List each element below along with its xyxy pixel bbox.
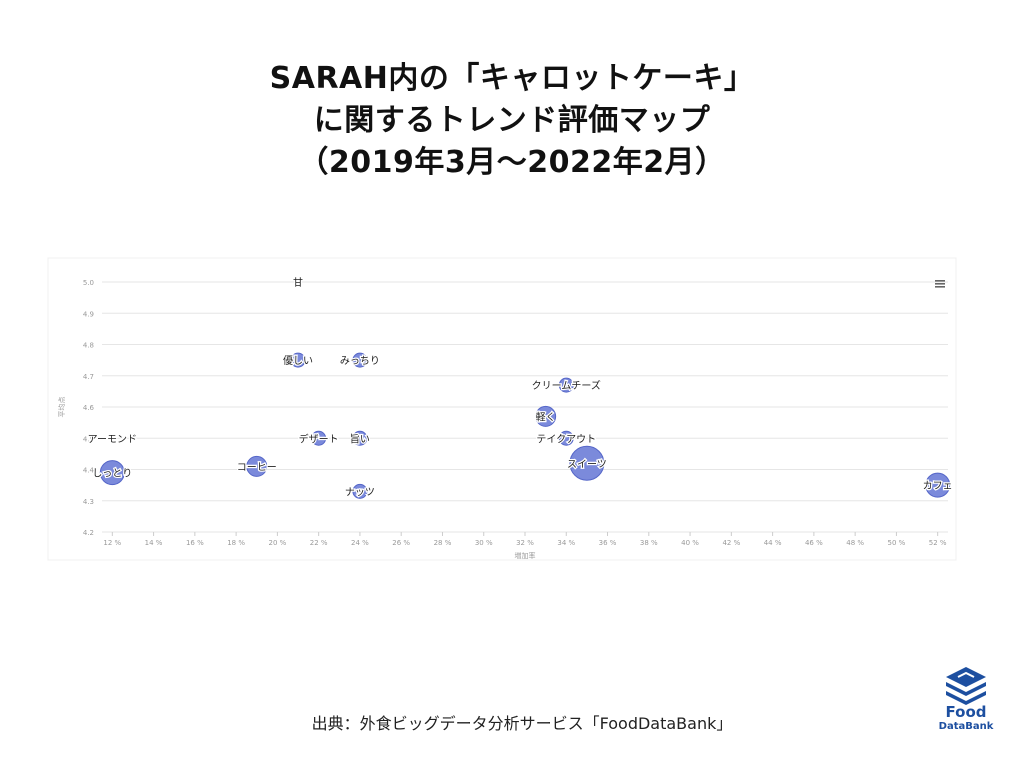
fooddatabank-logo: Food DataBank — [930, 665, 1002, 735]
y-tick-label: 4.6 — [83, 404, 95, 412]
x-axis-title: 増加率 — [515, 551, 536, 560]
x-tick-label: 28 % — [434, 539, 452, 547]
x-tick-label: 48 % — [846, 539, 864, 547]
x-tick-label: 12 % — [103, 539, 121, 547]
x-tick-label: 26 % — [392, 539, 410, 547]
bubble-point[interactable] — [558, 430, 574, 446]
logo-text-databank: DataBank — [938, 721, 994, 732]
chart-svg: 5.0 4.9 4.8 4.7 4.6 4.5 4.4 4.3 4.2 12 % 14 % 16 % 1… — [47, 257, 957, 561]
bubble-point[interactable] — [352, 352, 368, 368]
bubble-label: コーヒー — [237, 461, 277, 473]
x-tick-label: 34 % — [557, 539, 575, 547]
bubble-point[interactable] — [246, 455, 268, 477]
y-tick-label: 4.8 — [83, 342, 94, 350]
y-tick-label: 4.5 — [83, 435, 94, 443]
x-tick-label: 22 % — [310, 539, 328, 547]
x-tick-label: 40 % — [681, 539, 699, 547]
x-tick-label: 16 % — [186, 539, 204, 547]
bubble-label: アーモンド — [88, 434, 137, 445]
bubble-point[interactable] — [311, 430, 327, 446]
bubble-point[interactable] — [925, 472, 951, 498]
x-tick-label: 52 % — [929, 539, 947, 547]
x-tick-label: 18 % — [227, 539, 245, 547]
y-tick-label: 4.4 — [83, 467, 95, 475]
x-tick-label: 46 % — [805, 539, 823, 547]
y-tick-label: 5.0 — [83, 279, 94, 287]
y-axis-title: 平均点 — [57, 397, 66, 418]
title-line-2: に関するトレンド評価マップ — [313, 103, 711, 138]
bubble-label: 軽く — [536, 411, 556, 423]
bubble-point[interactable] — [558, 377, 574, 393]
bubble-point[interactable] — [569, 445, 605, 481]
trend-map-chart: 5.0 4.9 4.8 4.7 4.6 4.5 4.4 4.3 4.2 12 % 14 % 16 % 1… — [46, 256, 958, 562]
logo-text-food: Food — [945, 703, 987, 721]
x-tick-label: 50 % — [888, 539, 906, 547]
title-line-3: （2019年3月～2022年2月） — [298, 145, 726, 180]
y-tick-label: 4.3 — [83, 498, 94, 506]
bubble-label: テイクアウト — [536, 433, 596, 445]
hamburger-menu-icon[interactable] — [935, 280, 945, 288]
x-tick-label: 32 % — [516, 539, 534, 547]
bubble-point[interactable] — [352, 483, 368, 499]
x-tick-label: 42 % — [722, 539, 740, 547]
y-tick-label: 4.2 — [83, 529, 94, 537]
chart-frame — [47, 257, 957, 561]
bubble-label: ナッツ — [345, 486, 375, 498]
y-tick-label: 4.9 — [83, 310, 94, 318]
bubble-label: 優しい — [283, 354, 313, 367]
y-tick-label: 4.7 — [83, 373, 94, 381]
x-tick-label: 14 % — [145, 539, 163, 547]
logo-icon — [946, 667, 986, 705]
bubble-point[interactable] — [352, 430, 368, 446]
bubble-label: みっちり — [340, 355, 380, 367]
bubble-label: 旨い — [350, 433, 370, 445]
bubble-label: デザート — [299, 432, 339, 445]
x-tick-label: 38 % — [640, 539, 658, 547]
x-tick-label: 24 % — [351, 539, 369, 547]
x-tick-label: 20 % — [268, 539, 286, 547]
bubble-label: 甘 — [293, 276, 303, 289]
bubble-label: クリームチーズ — [532, 379, 601, 392]
bubble-label: カフェ — [923, 480, 953, 492]
bubble-point[interactable] — [290, 352, 306, 368]
bubble-point[interactable] — [535, 405, 557, 427]
x-tick-label: 36 % — [599, 539, 617, 547]
x-tick-label: 44 % — [764, 539, 782, 547]
title-line-1: SARAH内の「キャロットケーキ」 — [269, 61, 755, 96]
bubble-label: しっとり — [92, 468, 132, 480]
bubble-point[interactable] — [99, 460, 125, 486]
x-tick-label: 30 % — [475, 539, 493, 547]
chart-title: SARAH内の「キャロットケーキ」 に関するトレンド評価マップ （2019年3月… — [0, 58, 1024, 184]
source-caption: 出典：外食ビッグデータ分析サービス「FoodDataBank」 — [311, 714, 733, 733]
bubble-label: スイーツ — [567, 459, 607, 470]
